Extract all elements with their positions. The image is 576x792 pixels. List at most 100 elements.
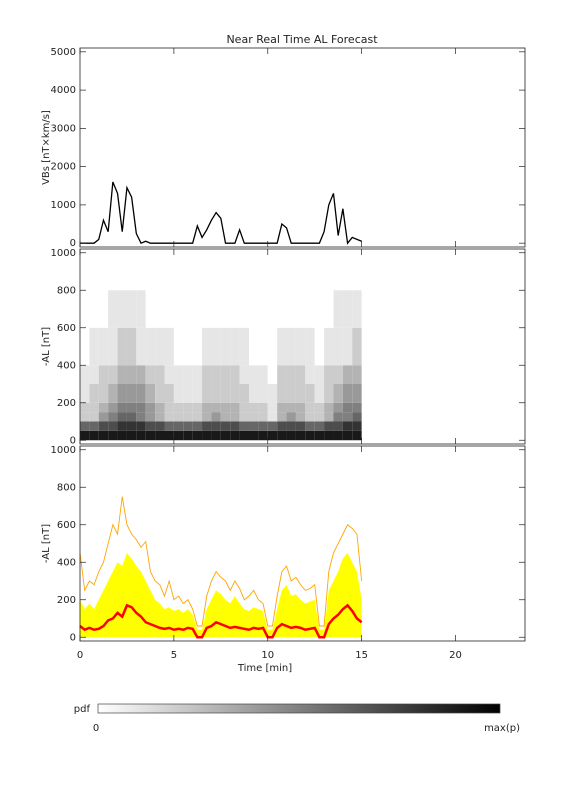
y-tick-label: 3000 xyxy=(51,123,76,134)
y-tick-label: 0 xyxy=(70,238,76,249)
heat-cell xyxy=(202,421,212,431)
heat-cell xyxy=(117,327,127,366)
heat-cell xyxy=(286,412,296,422)
heat-cell xyxy=(324,327,334,366)
heat-cell xyxy=(136,402,146,413)
heat-cell xyxy=(239,412,249,422)
heat-cell xyxy=(352,412,362,422)
y-tick-label: 200 xyxy=(57,398,76,409)
heat-cell xyxy=(248,402,259,413)
heat-cell xyxy=(145,290,156,328)
heat-cell xyxy=(277,384,287,403)
heat-cell xyxy=(192,384,203,403)
heat-cell xyxy=(239,421,249,431)
heat-cell xyxy=(324,290,334,328)
heat-cell xyxy=(352,384,362,403)
heat-cell xyxy=(173,290,184,328)
y-axis-title: -AL [nT] xyxy=(41,524,52,563)
heat-cell xyxy=(324,365,334,384)
heat-cell xyxy=(267,290,278,328)
heat-cell xyxy=(164,430,174,441)
heat-cell xyxy=(295,421,306,431)
heat-cell xyxy=(258,430,268,441)
heat-cell xyxy=(342,402,353,413)
y-tick-label: 0 xyxy=(70,632,76,643)
heat-cell xyxy=(136,421,146,431)
heat-cell xyxy=(192,402,203,413)
heat-cell xyxy=(108,430,118,441)
heat-cell xyxy=(352,327,362,366)
heat-cell xyxy=(295,384,306,403)
heat-cell xyxy=(202,402,212,413)
heat-cell xyxy=(333,365,343,384)
heat-cell xyxy=(183,430,193,441)
heat-cell xyxy=(136,327,146,366)
heat-cell xyxy=(324,384,334,403)
heat-cell xyxy=(277,327,287,366)
heat-cell xyxy=(183,365,193,384)
heat-cell xyxy=(314,412,325,422)
heat-cell xyxy=(286,430,296,441)
heat-cell xyxy=(155,384,165,403)
heat-cell xyxy=(108,290,118,328)
heat-cell xyxy=(277,421,287,431)
heat-cell xyxy=(258,421,268,431)
heat-cell xyxy=(277,365,287,384)
heat-cell xyxy=(192,327,203,366)
heat-cell xyxy=(305,384,315,403)
heat-cell xyxy=(145,430,156,441)
heat-cell xyxy=(155,365,165,384)
heat-cell xyxy=(126,365,137,384)
heat-cell xyxy=(342,412,353,422)
heat-cell xyxy=(155,290,165,328)
heat-cell xyxy=(239,365,249,384)
heat-cell xyxy=(117,384,127,403)
heat-cell xyxy=(352,421,362,431)
heat-cell xyxy=(230,412,240,422)
heat-cell xyxy=(202,327,212,366)
heat-cell xyxy=(136,430,146,441)
heat-cell xyxy=(324,412,334,422)
heat-cell xyxy=(211,327,221,366)
heat-cell xyxy=(98,327,109,366)
heat-cell xyxy=(98,365,109,384)
heat-cell xyxy=(333,430,343,441)
heat-cell xyxy=(192,430,203,441)
heat-cell xyxy=(211,402,221,413)
colorbar-min: 0 xyxy=(93,723,99,734)
heat-cell xyxy=(117,402,127,413)
heat-cell xyxy=(277,412,287,422)
heat-cell xyxy=(89,430,99,441)
heat-cell xyxy=(89,365,99,384)
heat-cell xyxy=(155,430,165,441)
heat-cell xyxy=(145,327,156,366)
heat-cell xyxy=(286,327,296,366)
ensemble-line xyxy=(79,496,363,627)
heat-cell xyxy=(342,421,353,431)
heat-cell xyxy=(192,365,203,384)
heat-cell xyxy=(220,402,231,413)
heat-cell xyxy=(164,402,174,413)
heat-cell xyxy=(89,421,99,431)
heat-cell xyxy=(258,384,268,403)
heat-cell xyxy=(248,384,259,403)
heat-cell xyxy=(211,290,221,328)
heat-cell xyxy=(136,384,146,403)
ensemble-line xyxy=(79,603,363,639)
heat-cell xyxy=(80,430,90,441)
y-tick-label: 1000 xyxy=(51,445,76,456)
heat-cell xyxy=(342,290,353,328)
y-tick-label: 1000 xyxy=(51,200,76,211)
heat-cell xyxy=(267,384,278,403)
heat-cell xyxy=(155,327,165,366)
heat-cell xyxy=(352,430,362,441)
heat-cell xyxy=(183,290,193,328)
chart-title: Near Real Time AL Forecast xyxy=(226,33,378,46)
heat-cell xyxy=(230,365,240,384)
heat-cell xyxy=(145,412,156,422)
x-tick-label: 5 xyxy=(171,650,177,661)
heat-cell xyxy=(286,290,296,328)
heat-cell xyxy=(314,290,325,328)
plot-frame xyxy=(79,248,526,445)
heat-cell xyxy=(164,384,174,403)
